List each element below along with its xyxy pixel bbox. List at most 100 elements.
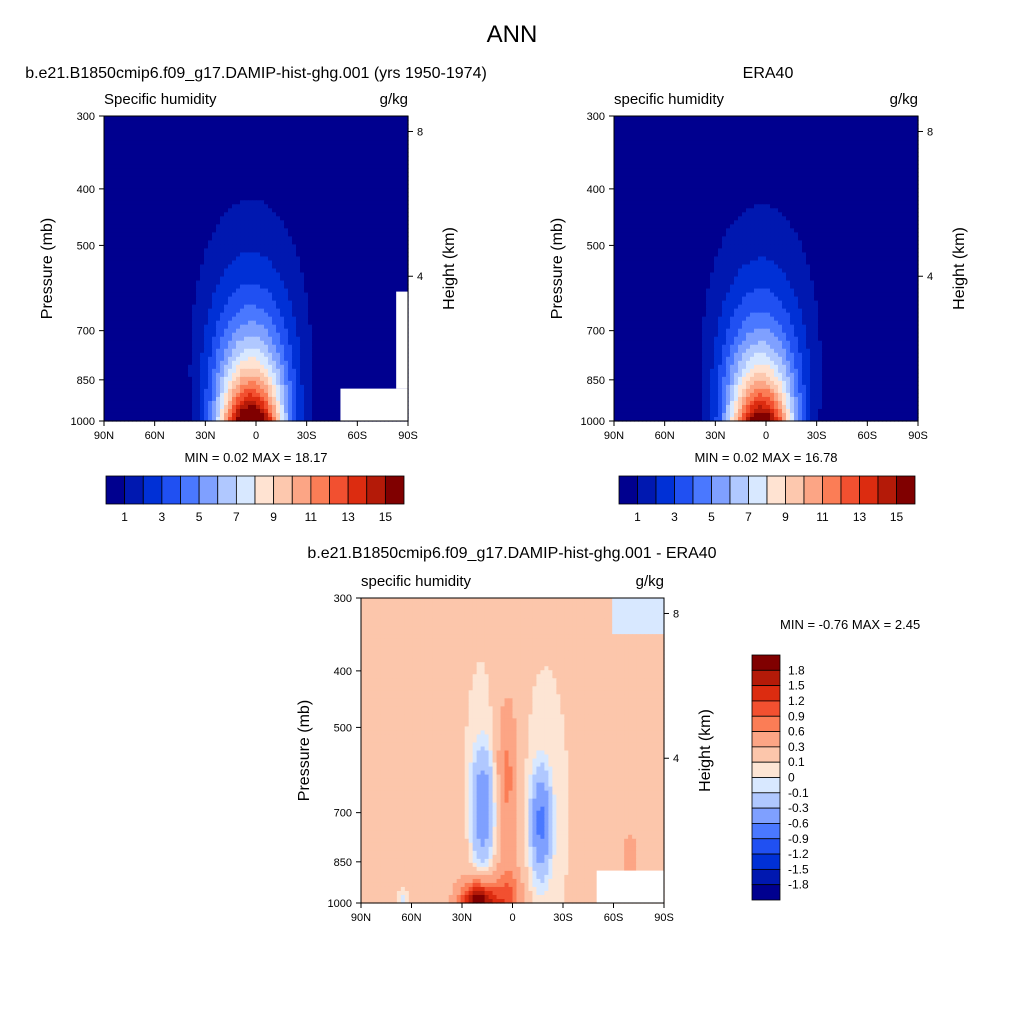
field-cell (240, 316, 245, 322)
field-cell (276, 352, 281, 358)
field-cell (260, 172, 265, 177)
field-cell (320, 180, 325, 185)
field-cell (148, 252, 153, 258)
field-cell (144, 180, 149, 185)
field-cell (392, 260, 397, 266)
field-cell (404, 216, 409, 221)
field-cell (292, 128, 297, 133)
field-cell (124, 272, 129, 278)
field-cell (288, 300, 293, 306)
field-cell (128, 212, 133, 217)
field-cell (200, 160, 205, 165)
field-cell (288, 228, 293, 233)
field-cell (128, 256, 133, 262)
field-cell (344, 224, 349, 229)
field-cell (116, 312, 121, 318)
field-cell (276, 320, 281, 326)
field-cell (112, 132, 117, 137)
field-cell (352, 240, 357, 246)
field-cell (368, 200, 373, 205)
field-cell (152, 280, 157, 286)
field-cell (128, 348, 133, 354)
field-cell (284, 332, 289, 338)
field-cell (296, 276, 301, 282)
field-cell (348, 212, 353, 217)
field-cell (308, 196, 313, 201)
field-cell (312, 232, 317, 237)
field-cell (400, 148, 405, 153)
field-cell (124, 152, 129, 157)
field-cell (304, 188, 309, 193)
field-cell (324, 352, 329, 358)
field-cell (264, 252, 269, 258)
field-cell (260, 200, 265, 205)
field-cell (336, 288, 341, 294)
field-cell (208, 340, 213, 346)
field-cell (304, 168, 309, 173)
field-cell (144, 244, 149, 250)
field-cell (264, 132, 269, 137)
field-cell (280, 180, 285, 185)
field-cell (400, 264, 405, 270)
field-cell (160, 312, 165, 318)
field-cell (140, 336, 145, 342)
field-cell (188, 316, 193, 322)
field-cell (148, 220, 153, 225)
field-cell (196, 312, 201, 318)
field-cell (116, 344, 121, 350)
field-cell (332, 168, 337, 173)
field-cell (208, 228, 213, 233)
field-cell (380, 160, 385, 165)
field-cell (112, 196, 117, 201)
field-cell (316, 224, 321, 229)
field-cell (172, 348, 177, 354)
field-cell (208, 324, 213, 330)
field-cell (248, 320, 253, 326)
field-cell (192, 140, 197, 145)
field-cell (112, 260, 117, 266)
field-cell (356, 352, 361, 358)
field-cell (200, 148, 205, 153)
field-cell (152, 232, 157, 237)
field-cell (340, 364, 345, 370)
field-cell (272, 348, 277, 354)
units-label: g/kg (380, 91, 408, 108)
field-cell (224, 164, 229, 169)
field-cell (244, 128, 249, 133)
field-cell (328, 332, 333, 338)
field-cell (292, 312, 297, 318)
field-cell (320, 168, 325, 173)
field-cell (184, 188, 189, 193)
field-cell (360, 228, 365, 233)
field-cell (188, 312, 193, 318)
field-cell (228, 188, 233, 193)
field-cell (376, 192, 381, 197)
field-cell (268, 232, 273, 237)
field-cell (236, 156, 241, 161)
field-cell (316, 360, 321, 366)
field-cell (388, 356, 393, 362)
field-cell (236, 268, 241, 274)
field-cell (124, 240, 129, 246)
field-cell (144, 168, 149, 173)
field-cell (300, 176, 305, 181)
field-cell (320, 156, 325, 161)
field-cell (136, 204, 141, 209)
field-cell (300, 292, 305, 298)
field-cell (184, 244, 189, 250)
field-cell (380, 216, 385, 221)
field-cell (112, 212, 117, 217)
field-cell (328, 344, 333, 350)
field-cell (256, 260, 261, 266)
field-cell (316, 188, 321, 193)
field-cell (292, 260, 297, 266)
field-cell (264, 264, 269, 270)
field-cell (136, 176, 141, 181)
field-cell (268, 372, 273, 378)
field-cell (196, 152, 201, 157)
field-cell (308, 248, 313, 254)
field-cell (224, 284, 229, 290)
field-cell (200, 332, 205, 338)
field-cell (124, 280, 129, 286)
field-cell (356, 168, 361, 173)
